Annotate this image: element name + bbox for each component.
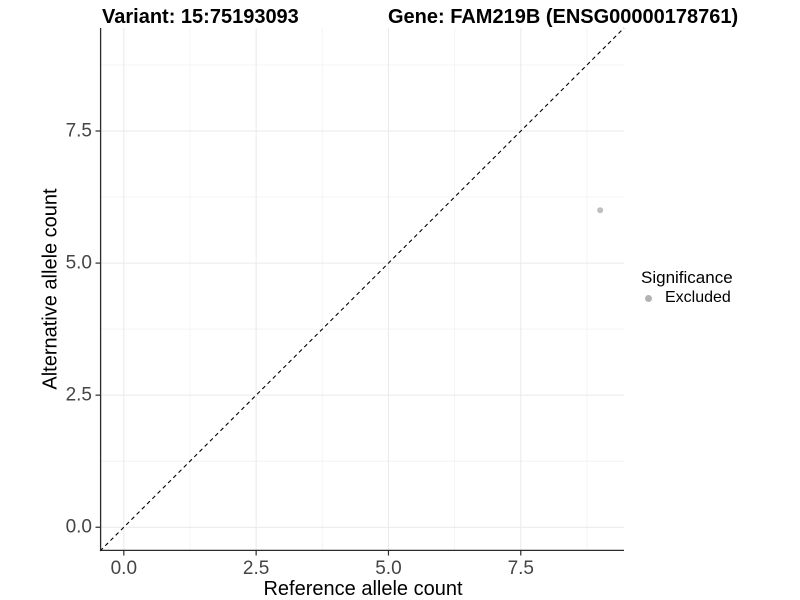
y-tick-label: 2.5 bbox=[65, 384, 92, 406]
identity-reference-line bbox=[99, 27, 625, 552]
plot-title-variant: Variant: 15:75193093 bbox=[102, 6, 299, 28]
x-tick-label: 5.0 bbox=[375, 558, 402, 579]
x-tick-label: 0.0 bbox=[110, 558, 138, 579]
legend-title: Significance bbox=[641, 268, 733, 287]
x-tick-label: 2.5 bbox=[242, 558, 270, 579]
x-tick-label: 7.5 bbox=[507, 558, 534, 579]
data-point bbox=[597, 207, 604, 214]
y-tick-label: 5.0 bbox=[65, 252, 92, 274]
legend-point-icon bbox=[645, 294, 652, 302]
y-tick-label: 7.5 bbox=[65, 120, 92, 142]
x-axis-title: Reference allele count bbox=[263, 578, 463, 600]
y-tick-label: 0.0 bbox=[65, 516, 92, 538]
legend-item-label: Excluded bbox=[665, 289, 731, 306]
y-axis-title: Alternative allele count bbox=[39, 188, 62, 390]
legend-item-excluded: Excluded bbox=[641, 289, 733, 307]
plot-title-gene: Gene: FAM219B (ENSG00000178761) bbox=[388, 6, 739, 28]
legend: Significance Excluded bbox=[641, 268, 733, 307]
plot-panel bbox=[95, 27, 625, 556]
